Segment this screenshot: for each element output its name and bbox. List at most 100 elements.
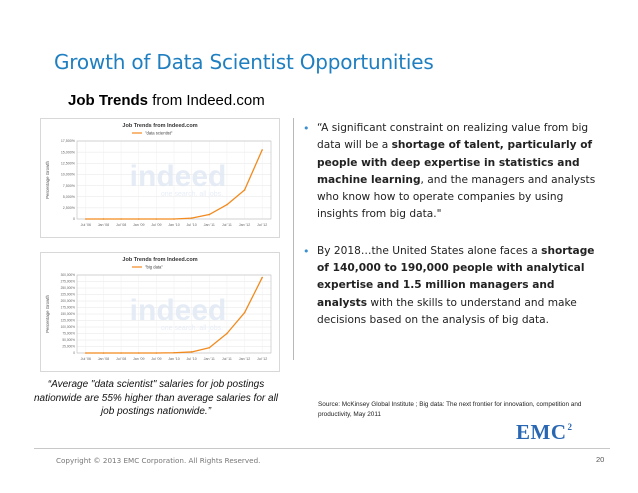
y-tick-label: 100,000% (61, 325, 76, 329)
y-tick-label: 75,000% (62, 332, 75, 336)
data-point (226, 332, 228, 335)
x-tick-label: Jul '09 (151, 223, 161, 227)
indeed-watermark: indeed (130, 160, 227, 193)
data-point (120, 352, 122, 354)
slide-subtitle: Job Trends from Indeed.com (68, 92, 265, 109)
indeed-watermark-tagline: one search. all jobs. (161, 191, 223, 198)
bullet-item: • “A significant constraint on realizing … (303, 120, 603, 224)
divider-line (293, 118, 294, 360)
data-point (208, 213, 211, 216)
bullet-emphasis: shortage of 140,000 to 190,000 people wi… (317, 244, 595, 309)
footer-divider (34, 448, 610, 449)
data-point (173, 218, 175, 220)
source-citation: Source: McKinsey Global Institute ; Big … (318, 401, 582, 418)
y-tick-label: 225,000% (61, 293, 76, 297)
bullet-text: By 2018…the United States alone faces a (317, 244, 542, 257)
chart-big-data: Job Trends from Indeed.com "big data" 300,… (40, 252, 280, 372)
y-tick-label: 10,000% (61, 173, 76, 177)
data-point (102, 218, 105, 220)
subtitle-bold: Job Trends (68, 92, 149, 109)
x-tick-label: Jul '12 (257, 223, 267, 227)
chart-data-scientist-svg: Job Trends from Indeed.com "data scientis… (45, 123, 272, 227)
y-tick-label: 50,000% (62, 338, 75, 342)
x-tick-label: Jul '10 (186, 223, 196, 227)
data-point (208, 347, 211, 349)
salary-caption: “Average "data scientist" salaries for j… (33, 379, 279, 417)
y-tick-label: 5,000% (63, 195, 76, 199)
bullet-emphasis: shortage of talent, particularly of peop… (317, 139, 593, 186)
y-axis-label: Percentage Growth (45, 295, 50, 333)
data-point (190, 351, 193, 353)
y-axis-label: Percentage Growth (45, 161, 50, 199)
data-point (137, 218, 140, 220)
data-point (155, 218, 158, 220)
emc-logo: EMC2 (516, 420, 573, 445)
indeed-watermark: indeed (130, 294, 227, 327)
bullet-marker: • (303, 122, 310, 135)
indeed-watermark-tagline: one search. all jobs. (161, 325, 223, 332)
data-point (261, 149, 263, 151)
logo-sup: 2 (567, 422, 573, 432)
y-tick-label: 2,500% (63, 206, 76, 210)
data-point (85, 218, 87, 220)
data-point (102, 352, 105, 354)
y-tick-label: 275,000% (61, 280, 76, 284)
data-point (226, 203, 228, 206)
x-tick-label: Jul '11 (222, 357, 232, 361)
data-point (190, 217, 193, 219)
data-point (85, 352, 87, 354)
y-tick-label: 150,000% (61, 312, 76, 316)
bullet-item: • By 2018…the United States alone faces a… (303, 243, 603, 329)
y-tick-label: 15,000% (61, 150, 76, 154)
y-tick-label: 250,000% (61, 286, 76, 290)
data-point (155, 352, 158, 354)
subtitle-rest: from Indeed.com (148, 92, 265, 109)
bullet-text: with the skills to understand and make d… (317, 296, 577, 326)
slide-title: Growth of Data Scientist Opportunities (54, 50, 434, 74)
legend-label: "big data" (145, 265, 163, 270)
bullet-list: • “A significant constraint on realizing … (303, 120, 603, 348)
x-tick-label: Jan '08 (98, 357, 109, 361)
y-tick-label: 200,000% (61, 299, 76, 303)
x-tick-label: Jan '10 (168, 357, 179, 361)
x-tick-label: Jan '10 (168, 223, 179, 227)
chart-big-data-svg: Job Trends from Indeed.com "big data" 300,… (45, 257, 272, 361)
data-point (261, 276, 263, 279)
x-tick-label: Jan '12 (239, 357, 250, 361)
bullet-text: “A significant constraint on realizing v… (317, 122, 589, 152)
x-tick-label: Jul '08 (116, 223, 126, 227)
x-tick-label: Jan '11 (204, 357, 215, 361)
x-tick-label: Jul '11 (222, 223, 232, 227)
legend-label: "data scientist" (145, 131, 173, 136)
x-tick-label: Jul '08 (116, 357, 126, 361)
page-number: 20 (596, 455, 605, 464)
data-point (243, 311, 246, 314)
data-point (173, 351, 175, 354)
y-tick-label: 175,000% (61, 306, 76, 310)
bullet-text: , and the managers and analysts who know… (317, 173, 596, 221)
y-tick-label: 300,000% (61, 273, 76, 277)
x-tick-label: Jul '09 (151, 357, 161, 361)
data-point (120, 218, 122, 220)
x-tick-label: Jan '12 (239, 223, 250, 227)
y-tick-label: 0 (73, 351, 75, 355)
x-tick-label: Jan '08 (98, 223, 109, 227)
chart-heading: Job Trends from Indeed.com (122, 123, 197, 129)
chart-data-scientist: Job Trends from Indeed.com "data scientis… (40, 118, 280, 238)
data-point (243, 189, 246, 191)
x-tick-label: Jul '06 (81, 223, 91, 227)
copyright: Copyright © 2013 EMC Corporation. All Ri… (56, 456, 261, 465)
y-tick-label: 0 (73, 217, 75, 221)
y-tick-label: 25,000% (62, 345, 75, 349)
x-tick-label: Jul '10 (186, 357, 196, 361)
bullet-marker: • (303, 244, 310, 258)
x-tick-label: Jul '06 (81, 357, 91, 361)
chart-heading: Job Trends from Indeed.com (122, 257, 197, 263)
y-tick-label: 12,500% (61, 161, 76, 165)
y-tick-label: 17,500% (61, 139, 76, 143)
y-tick-label: 125,000% (61, 319, 76, 323)
x-tick-label: Jan '09 (133, 223, 144, 227)
logo-text: EMC (516, 420, 567, 444)
x-tick-label: Jul '12 (257, 357, 267, 361)
x-tick-label: Jan '11 (204, 223, 215, 227)
